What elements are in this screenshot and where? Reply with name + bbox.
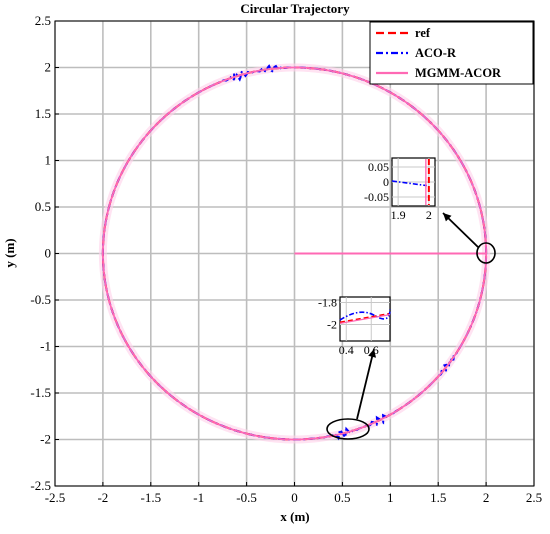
inset-1: 1.9 2 0.050-0.05 xyxy=(364,157,496,264)
inset-y-tick-label: -1.8 xyxy=(318,296,337,310)
inset-x-tick-label: 1.9 xyxy=(391,208,406,222)
inset-ref-line xyxy=(339,312,391,324)
x-tick-label: -1 xyxy=(193,490,204,505)
legend-label: MGMM-ACOR xyxy=(415,66,502,80)
x-tick-label: 2.5 xyxy=(526,490,542,505)
y-tick-label: 2.5 xyxy=(35,13,51,28)
y-tick-label: -0.5 xyxy=(30,292,51,307)
inset-y-tick-label: 0 xyxy=(383,175,389,189)
y-tick-label: -1.5 xyxy=(30,385,51,400)
legend-label: ref xyxy=(415,26,431,40)
x-tick-label: 0 xyxy=(291,490,298,505)
zoom-arrow-line xyxy=(356,348,375,420)
y-tick-label: -1 xyxy=(40,339,51,354)
x-tick-label: 0.5 xyxy=(334,490,350,505)
legend-label: ACO-R xyxy=(415,46,457,60)
inset-y-tick-label: 0.05 xyxy=(368,160,389,174)
y-tick-label: -2.5 xyxy=(30,478,51,493)
y-axis-label: y (m) xyxy=(2,238,17,267)
y-tick-label: 1 xyxy=(45,153,52,168)
legend: ref ACO-R MGMM-ACOR xyxy=(369,21,534,85)
inset-y-tick-label: -0.05 xyxy=(364,190,389,204)
zoom-arrow-line xyxy=(442,212,480,249)
inset-aco-line xyxy=(391,180,427,187)
inset-mgmm-line xyxy=(339,313,391,325)
x-tick-label: 2 xyxy=(483,490,490,505)
series-layer xyxy=(98,63,491,444)
inset-y-tick-label: -2 xyxy=(327,318,337,332)
x-tick-label: -2.5 xyxy=(45,490,66,505)
x-tick-label: -1.5 xyxy=(141,490,162,505)
inset-x-tick-label: 0.4 xyxy=(339,343,354,357)
x-tick-label: 1 xyxy=(387,490,394,505)
zoom-ellipse xyxy=(326,418,370,440)
inset-2: 0.4 0.6-1.8-2 xyxy=(318,296,391,440)
y-tick-label: 0.5 xyxy=(35,199,51,214)
zoom-ellipse xyxy=(476,242,496,264)
y-tick-label: 2 xyxy=(45,60,52,75)
inset-aco-line xyxy=(339,309,391,321)
inset-x-tick-label: 2 xyxy=(426,208,432,222)
zoom-arrow-head xyxy=(443,213,452,222)
chart-title: Circular Trajectory xyxy=(240,1,350,16)
x-tick-label: -0.5 xyxy=(236,490,257,505)
series-line xyxy=(101,66,487,441)
insets-layer: 1.9 20.050-0.050.4 0.6-1.8-2 xyxy=(318,157,496,440)
y-tick-label: 1.5 xyxy=(35,106,51,121)
y-tick-label: 0 xyxy=(45,246,52,261)
series-mgmm-acor xyxy=(101,66,487,441)
x-tick-label: 1.5 xyxy=(430,490,446,505)
zoom-arrow-head xyxy=(368,349,376,358)
y-tick-label: -2 xyxy=(40,432,51,447)
tick-labels: -2.5 -2 -1.5 -1 -0.5 0 0.5 1 1.5 2 2.5 -2.5 -2 -1.5 -1… xyxy=(30,13,542,505)
x-tick-label: -2 xyxy=(97,490,108,505)
x-axis-label: x (m) xyxy=(280,509,309,524)
